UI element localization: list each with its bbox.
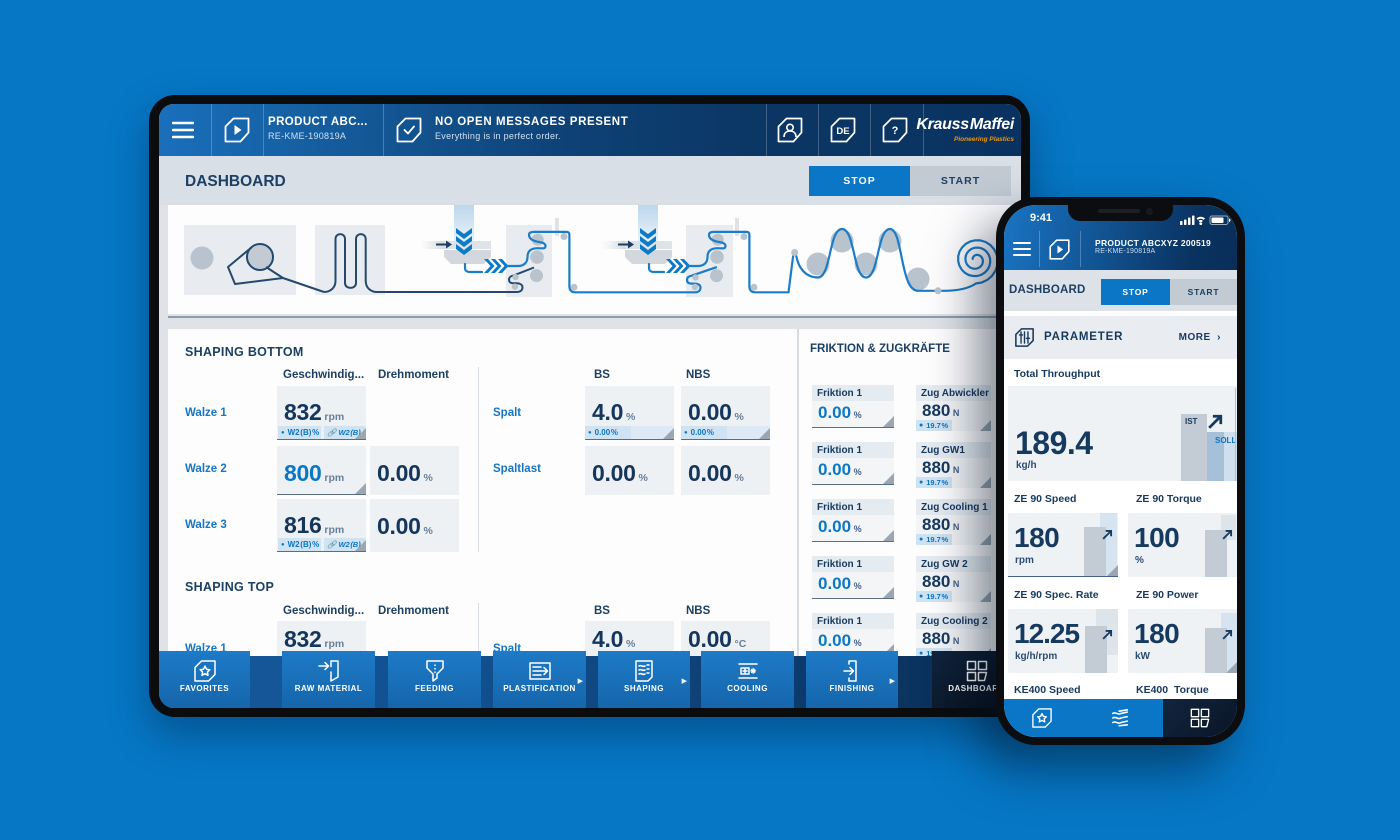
svg-text:?: ? <box>892 125 899 137</box>
svg-text:DE: DE <box>836 126 849 137</box>
